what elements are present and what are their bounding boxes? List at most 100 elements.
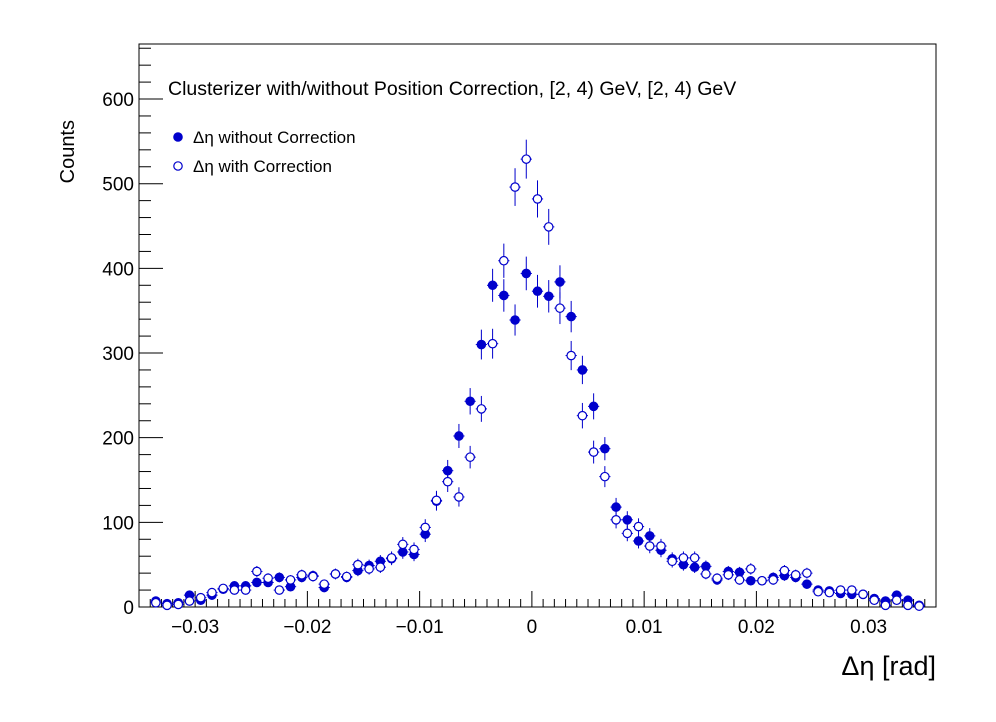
data-point-with-correction [847,585,857,595]
data-point-with-correction [734,575,745,585]
data-point-with-correction [577,410,588,421]
data-point-with-correction [353,559,363,570]
data-point-without-correction [745,575,756,586]
legend-label-without-correction: Δη without Correction [193,128,356,147]
x-tick-label: 0.01 [626,617,663,638]
data-point-without-correction [499,290,509,301]
data-point-with-correction [891,595,902,606]
y-tick-label: 200 [102,429,134,450]
data-point-with-correction [914,601,924,611]
data-point-with-correction [420,522,431,533]
data-point-with-correction [173,599,184,610]
data-point-without-correction [566,311,576,322]
data-point-with-correction [431,495,442,506]
data-point-with-correction [779,565,790,576]
data-point-without-correction [543,291,554,302]
data-point-with-correction [835,585,846,595]
data-point-without-correction [252,577,262,588]
axes: −0.03 −0.02 −0.01 0 0.01 0.02 0.03 0 100 200 300 40… [102,47,937,638]
data-point-without-correction [600,443,610,454]
data-point-without-correction [633,536,644,546]
chart-title: Clusterizer with/without Position Correc… [168,78,736,100]
data-point-with-correction [903,600,913,611]
data-point-with-correction [465,452,475,462]
x-tick-label: 0.02 [738,617,775,638]
data-point-with-correction [858,589,868,600]
data-point-with-correction [600,471,610,482]
data-point-without-correction [555,277,565,287]
data-point-with-correction [622,528,633,539]
data-point-with-correction [701,569,711,579]
y-axis-label: Counts [57,120,79,183]
data-point-without-correction [588,401,599,412]
y-tick-label: 500 [102,175,134,196]
series-with-correction [150,139,925,611]
y-tick-label: 400 [102,259,134,280]
data-point-with-correction [195,592,206,603]
data-point-with-correction [510,182,520,192]
data-point-with-correction [386,553,397,563]
data-point-with-correction [364,564,374,574]
data-point-with-correction [184,596,195,606]
data-point-with-correction [644,541,655,551]
x-tick-label: 0 [527,617,538,638]
data-point-with-correction [566,350,576,361]
data-point-with-correction [442,476,453,487]
y-tick-label: 600 [102,90,134,111]
data-point-with-correction [880,600,891,611]
data-point-with-correction [712,573,722,584]
data-point-with-correction [375,562,386,573]
data-point-with-correction [656,541,666,551]
data-point-with-correction [218,583,228,594]
data-point-with-correction [341,571,352,582]
data-point-with-correction [240,585,251,595]
data-point-with-correction [521,154,532,164]
data-point-without-correction [510,315,520,325]
data-point-with-correction [409,544,419,555]
data-point-without-correction [622,514,633,525]
data-point-with-correction [723,570,734,580]
legend-marker-with-correction [173,161,183,171]
data-point-with-correction [296,570,307,580]
data-point-with-correction [476,404,487,414]
data-point-without-correction [454,431,464,441]
data-point-with-correction [689,553,700,563]
data-point-with-correction [319,579,330,589]
data-point-with-correction [487,338,498,349]
data-point-with-correction [397,539,408,550]
data-point-with-correction [229,585,240,595]
data-point-with-correction [588,447,599,457]
data-point-with-correction [162,600,172,611]
data-point-with-correction [263,573,273,584]
data-point-with-correction [869,595,880,606]
data-point-with-correction [802,568,812,578]
data-point-without-correction [802,579,812,589]
data-point-with-correction [454,492,464,502]
data-point-with-correction [667,556,678,567]
data-point-without-correction [274,572,285,583]
data-point-with-correction [813,586,823,597]
data-point-with-correction [207,587,217,598]
data-points [150,139,925,611]
data-point-with-correction [151,597,161,608]
data-point-without-correction [487,280,498,291]
plot-frame [138,43,937,608]
data-point-with-correction [790,570,801,580]
data-point-with-correction [252,566,262,577]
data-point-without-correction [521,268,532,279]
y-tick-label: 100 [102,513,134,534]
data-point-without-correction [465,396,475,407]
data-point-without-correction [611,502,621,512]
data-point-with-correction [308,571,318,582]
y-tick-label: 300 [102,344,134,365]
data-point-with-correction [824,587,835,598]
data-point-without-correction [577,365,588,375]
data-point-with-correction [555,303,565,313]
data-point-with-correction [274,585,285,595]
x-tick-label: −0.03 [171,617,219,638]
legend-label-with-correction: Δη with Correction [193,157,332,176]
legend-marker-without-correction [173,132,183,142]
data-point-without-correction [644,531,655,541]
